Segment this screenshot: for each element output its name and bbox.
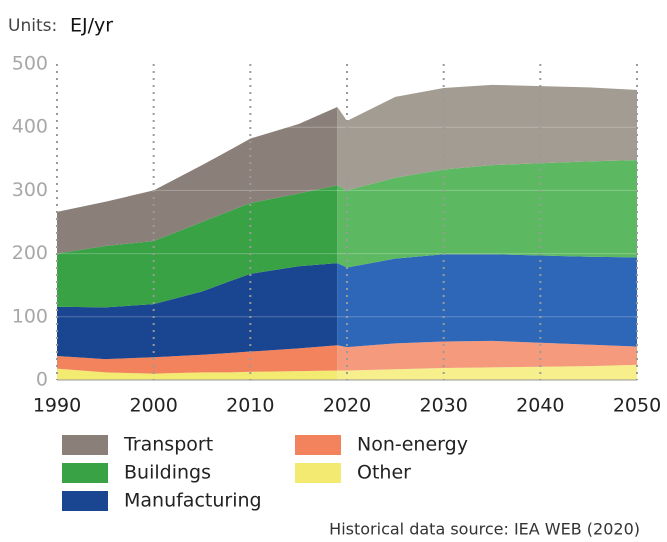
legend-label: Buildings xyxy=(124,462,211,484)
x-tick-label: 2030 xyxy=(419,395,467,417)
legend-label: Non-energy xyxy=(357,434,468,456)
y-tick-label: 400 xyxy=(12,116,48,138)
legend-swatch xyxy=(62,491,108,511)
legend-label: Manufacturing xyxy=(124,490,262,512)
area xyxy=(337,254,637,348)
x-tick-label: 1990 xyxy=(33,395,81,417)
area xyxy=(337,84,637,191)
units-label: Units: xyxy=(8,16,57,36)
source-note: Historical data source: IEA WEB (2020) xyxy=(329,520,640,539)
legend-label: Other xyxy=(357,462,411,484)
units: EJ/yr xyxy=(70,15,113,37)
area xyxy=(57,368,338,380)
area xyxy=(57,106,338,254)
y-tick-label: 500 xyxy=(12,53,48,75)
x-tick-label: 2010 xyxy=(226,395,274,417)
area xyxy=(337,340,637,371)
legend-label: Transport xyxy=(123,434,213,456)
legend-swatch xyxy=(295,435,341,455)
legend-swatch xyxy=(62,463,108,483)
y-tick-label: 200 xyxy=(12,242,48,264)
x-tick-label: 2020 xyxy=(323,395,371,417)
area xyxy=(337,364,637,380)
area xyxy=(57,263,338,360)
y-tick-label: 300 xyxy=(12,179,48,201)
x-tick-label: 2000 xyxy=(129,395,177,417)
area xyxy=(337,160,637,268)
y-tick-label: 0 xyxy=(36,369,48,391)
x-tick-label: 2040 xyxy=(516,395,564,417)
x-tick-label: 2050 xyxy=(613,395,661,417)
area xyxy=(57,185,338,308)
legend-swatch xyxy=(295,463,341,483)
legend-swatch xyxy=(62,435,108,455)
area xyxy=(57,345,338,374)
y-tick-label: 100 xyxy=(12,305,48,327)
